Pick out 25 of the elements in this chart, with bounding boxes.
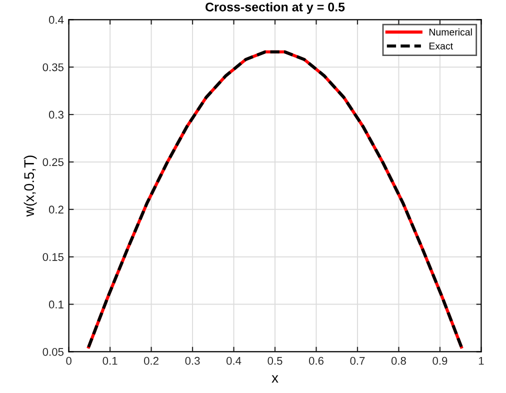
y-axis-title: w(x,0.5,T): [24, 156, 37, 217]
x-tick-label: 0: [66, 356, 72, 365]
x-tick-label: 0.8: [391, 356, 406, 365]
x-tick-label: 0.2: [144, 356, 158, 365]
x-tick-label: 0.6: [308, 356, 324, 365]
y-tick-label: 0.1: [48, 300, 64, 308]
x-tick-label: 0.7: [350, 356, 365, 365]
x-tick-label: 0.1: [102, 356, 118, 365]
x-axis-title: x: [272, 375, 278, 383]
y-tick-label: 0.4: [48, 16, 64, 24]
x-tick-label: 1: [478, 357, 484, 365]
y-tick-label: 0.15: [42, 253, 64, 261]
chart-title: Cross-section at y = 0.5: [206, 2, 345, 14]
legend-label: Numerical: [429, 28, 472, 36]
y-tick-label: 0.3: [48, 110, 64, 119]
y-tick-label: 0.35: [42, 63, 64, 72]
y-tick-label: 0.05: [42, 348, 64, 356]
legend-label: Exact: [429, 42, 453, 50]
line-series: [87, 50, 463, 349]
y-tick-label: 0.2: [48, 206, 64, 214]
x-tick-label: 0.9: [432, 356, 448, 365]
x-tick-label: 0.5: [268, 356, 282, 365]
x-tick-label: 0.4: [226, 356, 242, 365]
x-tick-label: 0.3: [185, 356, 200, 365]
y-tick-label: 0.25: [42, 158, 64, 166]
